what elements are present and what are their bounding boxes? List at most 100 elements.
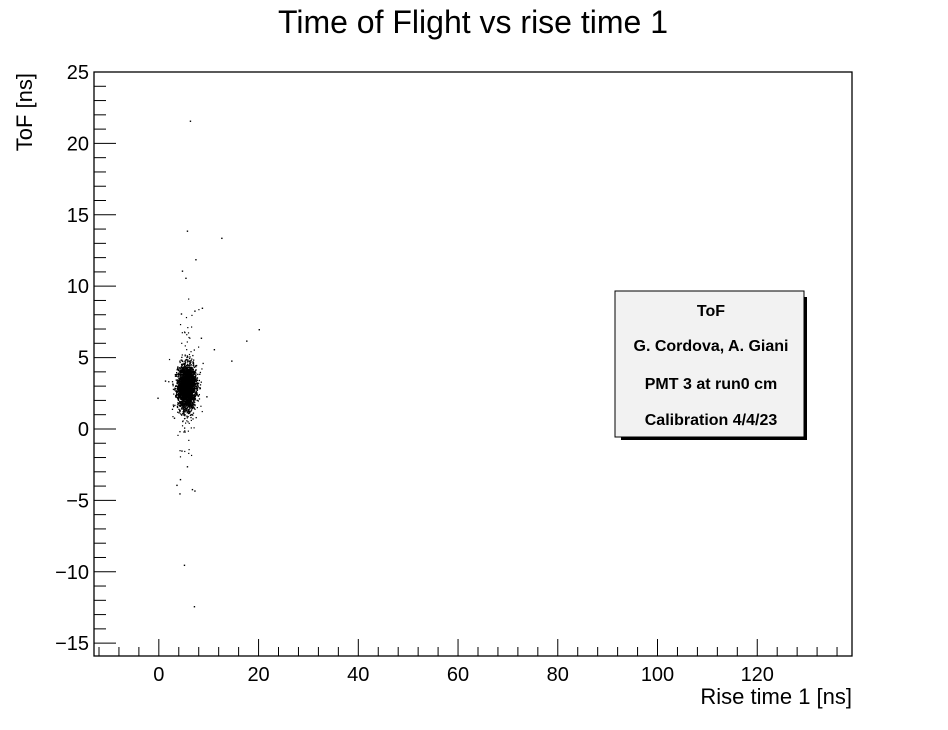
x-axis-ticks: 0 20 40 60 80 100 120 bbox=[98, 639, 838, 686]
cluster-point bbox=[189, 372, 191, 374]
cluster-point bbox=[183, 381, 185, 383]
halo-point bbox=[179, 375, 181, 377]
halo-point bbox=[184, 450, 186, 453]
halo-point bbox=[201, 410, 203, 413]
cluster-point bbox=[194, 397, 196, 399]
cluster-point bbox=[189, 398, 191, 400]
info-legend: ToF G. Cordova, A. Giani PMT 3 at run0 c… bbox=[614, 290, 807, 440]
cluster-point bbox=[185, 378, 187, 380]
cluster-point bbox=[191, 358, 193, 360]
cluster-point bbox=[177, 376, 179, 378]
halo-point bbox=[168, 358, 171, 361]
cluster-point bbox=[184, 397, 186, 400]
halo-point bbox=[181, 405, 183, 407]
scatter-points bbox=[157, 120, 260, 608]
cluster-point bbox=[196, 392, 198, 394]
cluster-point bbox=[196, 382, 198, 384]
legend-line-1: ToF bbox=[697, 303, 725, 320]
cluster-point bbox=[193, 400, 195, 402]
cluster-point bbox=[187, 374, 189, 376]
cluster-point bbox=[187, 383, 189, 385]
cluster-point bbox=[184, 388, 186, 390]
cluster-point bbox=[177, 369, 180, 372]
cluster-point bbox=[194, 388, 196, 390]
cluster-point bbox=[194, 370, 196, 372]
cluster-point bbox=[189, 387, 191, 389]
halo-point bbox=[172, 385, 174, 387]
halo-point bbox=[186, 359, 188, 361]
halo-point bbox=[188, 386, 190, 388]
cluster-point bbox=[191, 379, 193, 382]
cluster-point bbox=[189, 382, 192, 384]
halo-point bbox=[193, 427, 195, 429]
outlier-point bbox=[206, 396, 208, 398]
cluster-point bbox=[185, 369, 188, 372]
cluster-point bbox=[175, 388, 177, 390]
cluster-point bbox=[195, 390, 197, 392]
cluster-point bbox=[183, 398, 185, 400]
cluster-point bbox=[182, 389, 184, 391]
halo-point bbox=[179, 405, 181, 408]
cluster-point bbox=[197, 383, 199, 385]
y-tick-label: 0 bbox=[78, 419, 89, 441]
cluster-point bbox=[178, 412, 180, 414]
cluster-point bbox=[187, 369, 189, 371]
outlier-point bbox=[189, 120, 192, 122]
cluster-point bbox=[179, 378, 181, 381]
cluster-point bbox=[177, 382, 180, 384]
cluster-point bbox=[187, 370, 189, 372]
cluster-point bbox=[188, 372, 191, 374]
cluster-point bbox=[192, 361, 194, 363]
cluster-point bbox=[179, 401, 182, 404]
outlier-point bbox=[221, 237, 223, 240]
halo-point bbox=[188, 298, 190, 300]
cluster-point bbox=[195, 380, 197, 383]
cluster-point bbox=[186, 411, 189, 413]
cluster-point bbox=[189, 393, 191, 396]
cluster-point bbox=[177, 379, 180, 382]
cluster-point bbox=[198, 379, 201, 382]
halo-point bbox=[185, 385, 187, 387]
cluster-point bbox=[185, 376, 187, 379]
cluster-point bbox=[174, 375, 177, 377]
cluster-point bbox=[176, 373, 178, 375]
halo-point bbox=[181, 332, 183, 334]
y-tick-label: 5 bbox=[78, 348, 89, 370]
cluster-point bbox=[181, 400, 183, 402]
cluster-point bbox=[176, 406, 179, 409]
cluster-point bbox=[194, 395, 197, 398]
halo-point bbox=[188, 353, 191, 356]
halo-point bbox=[200, 405, 202, 407]
x-tick-label: 80 bbox=[547, 664, 569, 686]
y-tick-label: −15 bbox=[55, 633, 89, 655]
cluster-point bbox=[190, 410, 192, 412]
cluster-point bbox=[194, 376, 196, 378]
halo-point bbox=[187, 360, 189, 362]
cluster-point bbox=[181, 383, 183, 385]
cluster-point bbox=[187, 387, 190, 389]
cluster-point bbox=[194, 392, 197, 394]
cluster-point bbox=[178, 405, 181, 407]
cluster-point bbox=[191, 398, 194, 400]
halo-point bbox=[186, 420, 188, 422]
cluster-point bbox=[183, 376, 185, 378]
cluster-point bbox=[181, 363, 183, 365]
outlier-point bbox=[246, 340, 248, 342]
cluster-point bbox=[182, 368, 185, 370]
halo-point bbox=[189, 364, 191, 366]
halo-point bbox=[182, 420, 184, 423]
cluster-point bbox=[193, 371, 196, 373]
cluster-point bbox=[188, 379, 191, 382]
cluster-point bbox=[193, 399, 195, 401]
cluster-point bbox=[194, 408, 196, 410]
halo-point bbox=[192, 361, 195, 364]
cluster-point bbox=[180, 391, 183, 393]
cluster-point bbox=[189, 378, 191, 381]
cluster-point bbox=[189, 390, 191, 392]
halo-point bbox=[180, 380, 182, 382]
cluster-point bbox=[189, 376, 191, 378]
cluster-point bbox=[192, 354, 194, 357]
cluster-point bbox=[175, 393, 178, 396]
outlier-point bbox=[176, 484, 178, 487]
cluster-point bbox=[192, 388, 194, 390]
